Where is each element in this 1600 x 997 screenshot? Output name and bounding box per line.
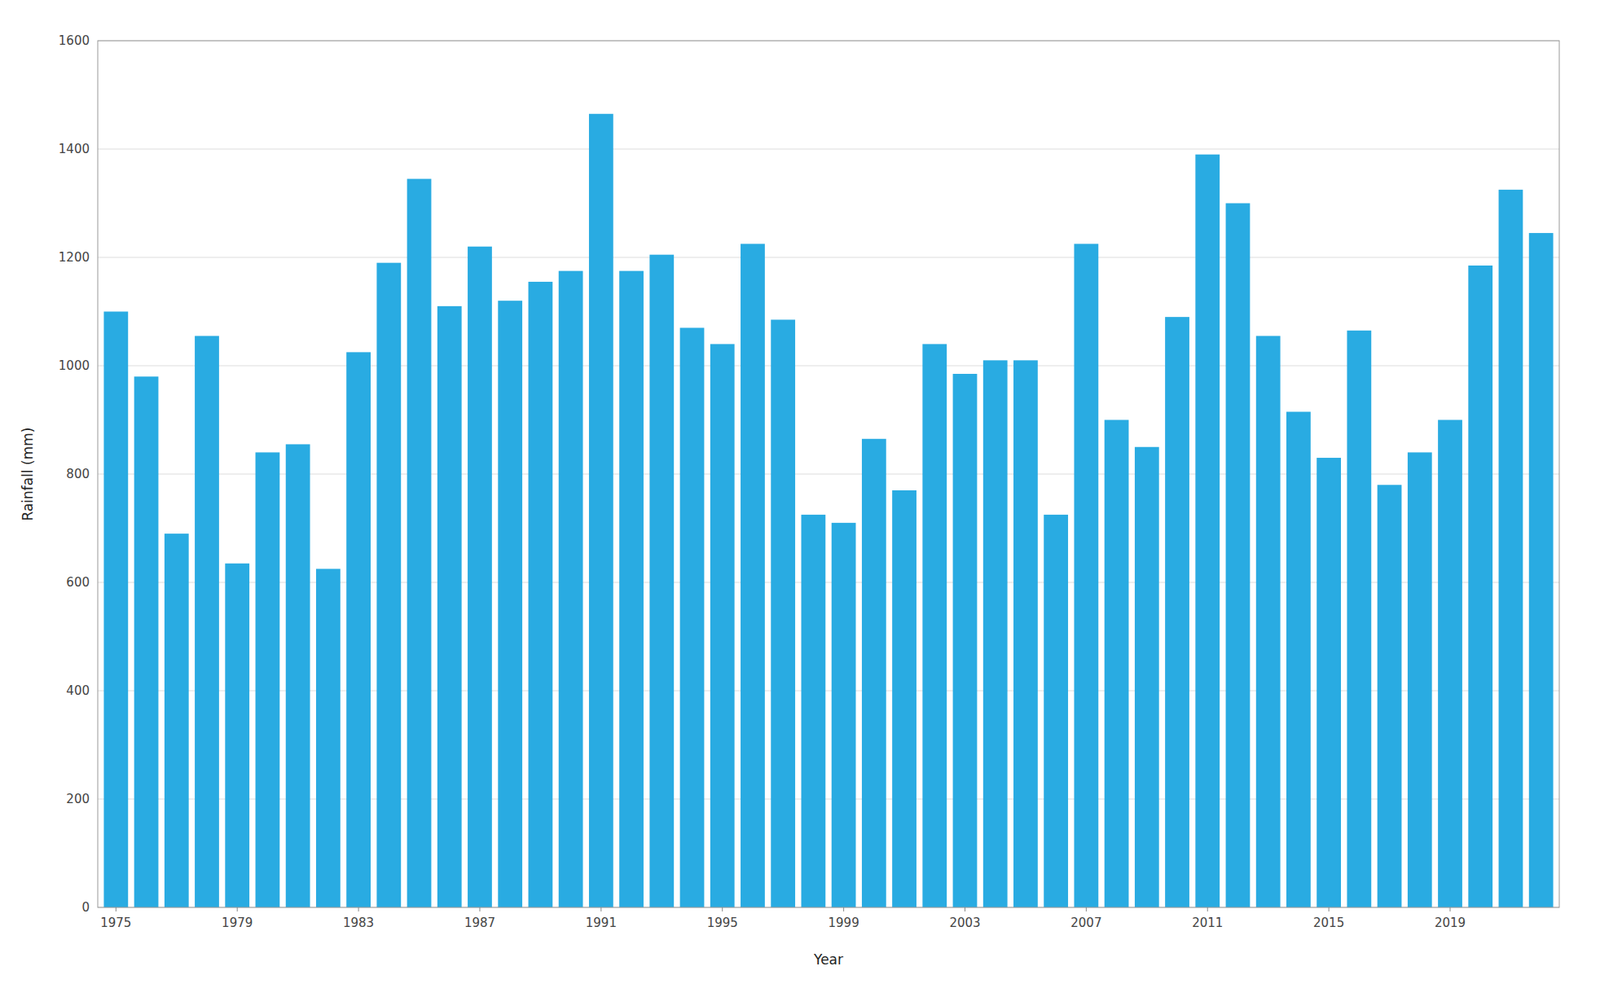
bar — [1134, 447, 1160, 908]
bar — [710, 343, 735, 908]
y-tick-label: 1400 — [58, 141, 90, 157]
y-axis-label: Rainfall (mm) — [19, 427, 36, 522]
bar — [346, 351, 371, 908]
bar — [376, 263, 401, 908]
bar — [1316, 457, 1341, 908]
x-tick-label: 2015 — [1313, 915, 1345, 931]
bar — [467, 246, 493, 908]
plot-frame — [97, 40, 1560, 908]
x-tick — [600, 907, 602, 912]
bar — [528, 281, 554, 908]
bar — [953, 373, 978, 908]
x-tick — [1207, 907, 1209, 912]
x-tick-label: 1991 — [585, 915, 617, 931]
bar — [497, 300, 523, 908]
bar — [892, 490, 917, 908]
bar — [1256, 335, 1281, 908]
bar — [1195, 154, 1220, 908]
bar — [680, 327, 705, 908]
y-tick-label: 200 — [65, 791, 90, 807]
y-tick-label: 400 — [65, 683, 90, 699]
bar — [407, 179, 432, 908]
bar — [1013, 360, 1038, 908]
x-axis: 1975 1979 1983 1987 1991 1995 1999 2003 2007 2011… — [100, 907, 1466, 931]
bar — [1437, 420, 1463, 909]
bar — [164, 533, 190, 908]
chart: 0 200 400 600 800 1000 1200 1400 1600 1975 1979 198… — [0, 0, 1600, 997]
x-tick — [1450, 907, 1451, 912]
bar — [194, 335, 220, 908]
bar — [740, 243, 765, 908]
x-tick-label: 1983 — [342, 915, 374, 931]
bar — [1377, 484, 1403, 908]
bar — [1498, 189, 1524, 908]
x-tick — [721, 907, 723, 912]
bars — [103, 114, 1553, 908]
x-tick-label: 2007 — [1070, 915, 1102, 931]
x-tick — [237, 907, 238, 912]
bar — [1529, 232, 1554, 908]
bar — [589, 114, 614, 908]
x-tick-label: 1995 — [707, 915, 739, 931]
y-tick-label: 1600 — [58, 33, 90, 49]
bar — [983, 360, 1008, 908]
y-tick-label: 800 — [65, 466, 90, 482]
grid-line — [97, 257, 1560, 259]
bar — [861, 439, 887, 908]
y-tick-label: 600 — [65, 575, 90, 590]
x-tick-label: 1999 — [828, 915, 860, 931]
bar — [285, 443, 311, 908]
y-axis: 0 200 400 600 800 1000 1200 1400 1600 — [58, 33, 90, 915]
bar — [103, 312, 128, 909]
grid-line — [97, 365, 1560, 367]
bar — [316, 568, 341, 908]
x-tick — [358, 907, 360, 912]
bar — [770, 319, 796, 908]
x-tick-label: 2011 — [1191, 915, 1223, 931]
bar — [1164, 316, 1190, 908]
y-tick-label: 1200 — [58, 250, 90, 265]
bar — [801, 514, 827, 908]
x-tick — [1085, 907, 1087, 912]
x-tick — [479, 907, 480, 912]
bar — [831, 523, 857, 908]
y-tick-label: 0 — [81, 900, 90, 915]
x-tick — [964, 907, 966, 912]
x-tick — [115, 907, 117, 912]
bar — [649, 254, 674, 908]
x-tick-label: 1979 — [221, 915, 253, 931]
bar — [1104, 420, 1130, 909]
bar — [1073, 243, 1099, 908]
bar — [1043, 514, 1069, 908]
x-tick — [1328, 907, 1330, 912]
x-tick-label: 2019 — [1434, 915, 1466, 931]
bar — [1226, 203, 1251, 909]
bar — [224, 563, 250, 908]
bar — [1468, 265, 1493, 908]
bar — [558, 271, 584, 908]
background — [0, 0, 1600, 997]
bar — [1346, 330, 1372, 908]
bar — [922, 343, 947, 908]
x-tick-label: 1975 — [100, 915, 132, 931]
y-tick-label: 1000 — [58, 358, 90, 374]
grid — [97, 40, 1560, 908]
grid-line — [97, 149, 1560, 150]
bar — [1407, 452, 1433, 908]
bar — [1286, 412, 1311, 908]
x-tick-label: 2003 — [949, 915, 981, 931]
bar — [437, 306, 462, 908]
bar — [255, 452, 281, 908]
bar — [134, 376, 159, 908]
x-axis-label: Year — [813, 951, 844, 968]
x-tick — [843, 907, 844, 912]
x-tick-label: 1987 — [464, 915, 496, 931]
bar — [619, 271, 644, 908]
